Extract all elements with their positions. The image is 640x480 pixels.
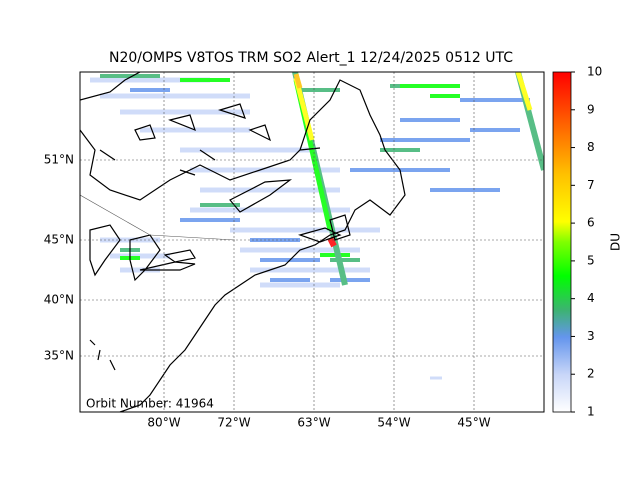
lon-label: 45°W xyxy=(457,416,490,430)
lat-label: 45°N xyxy=(44,233,74,247)
colorbar-ticks: 1 2 3 4 5 6 7 8 9 10 xyxy=(571,65,602,419)
colorbar-tick-label: 4 xyxy=(587,291,595,305)
lon-label: 80°W xyxy=(147,416,180,430)
coastlines xyxy=(80,72,406,412)
colorbar-tick-label: 9 xyxy=(587,102,595,116)
title: N20/OMPS V8TOS TRM SO2 Alert_1 12/24/202… xyxy=(109,50,513,66)
map-area xyxy=(80,72,544,412)
colorbar-tick-label: 8 xyxy=(587,140,595,154)
map-frame xyxy=(79,71,545,413)
colorbar-tick-label: 3 xyxy=(587,329,595,343)
graticule xyxy=(80,72,544,412)
lat-label: 51°N xyxy=(44,153,74,167)
lon-label: 54°W xyxy=(377,416,410,430)
colorbar-tick-label: 2 xyxy=(587,367,595,381)
lon-label: 72°W xyxy=(217,416,250,430)
lon-label: 63°W xyxy=(297,416,330,430)
orbit-annotation: Orbit Number: 41964 xyxy=(86,397,214,411)
lat-labels: 51°N 45°N 40°N 35°N xyxy=(44,153,74,363)
colorbar-tick-label: 1 xyxy=(587,405,595,419)
colorbar-tick-label: 5 xyxy=(587,253,595,267)
colorbar-tick-label: 10 xyxy=(587,65,602,79)
colorbar-tick-label: 7 xyxy=(587,178,595,192)
colorbar-label: DU xyxy=(609,233,623,251)
colorbar-tick-label: 6 xyxy=(587,216,595,230)
lon-labels: 80°W 72°W 63°W 54°W 45°W xyxy=(147,416,490,430)
lat-label: 35°N xyxy=(44,349,74,363)
lat-label: 40°N xyxy=(44,293,74,307)
colorbar xyxy=(552,71,572,413)
